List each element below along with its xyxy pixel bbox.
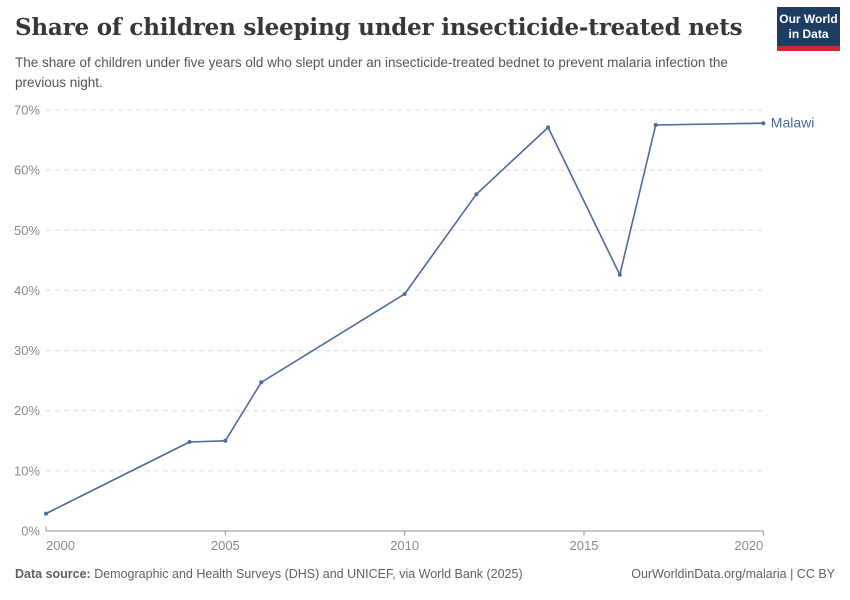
- y-axis-tick-label: 50%: [14, 223, 40, 238]
- data-point-marker[interactable]: [653, 123, 658, 127]
- x-axis-tick-label: 2005: [211, 538, 240, 553]
- data-point-marker[interactable]: [44, 511, 48, 516]
- data-point-marker[interactable]: [546, 125, 551, 130]
- y-axis-tick-label: 40%: [14, 283, 40, 298]
- data-point-marker[interactable]: [223, 438, 228, 443]
- y-axis-tick-label: 0%: [21, 524, 40, 539]
- data-point-marker[interactable]: [617, 272, 622, 277]
- chart-footer: Data source: Demographic and Health Surv…: [15, 567, 835, 581]
- y-axis-tick-label: 70%: [14, 103, 40, 118]
- y-axis-tick-label: 10%: [14, 463, 40, 478]
- data-point-marker[interactable]: [402, 292, 407, 296]
- attribution: OurWorldinData.org/malaria | CC BY: [631, 567, 835, 581]
- owid-logo: Our World in Data: [777, 7, 840, 51]
- data-source-text: Demographic and Health Surveys (DHS) and…: [90, 567, 523, 581]
- x-axis-tick-label: 2010: [390, 538, 419, 553]
- owid-logo-line2: in Data: [788, 27, 829, 41]
- data-point-marker[interactable]: [187, 440, 192, 444]
- series-end-label: Malawi: [771, 115, 815, 131]
- data-point-marker[interactable]: [761, 121, 766, 126]
- data-point-marker[interactable]: [474, 192, 479, 197]
- x-axis-tick-label: 2015: [570, 538, 599, 553]
- data-source-label: Data source:: [15, 567, 91, 581]
- x-axis-tick-label: 2000: [46, 538, 75, 553]
- chart-subtitle: The share of children under five years o…: [15, 55, 728, 90]
- y-axis-tick-label: 30%: [14, 343, 40, 358]
- data-source: Data source: Demographic and Health Surv…: [15, 567, 523, 581]
- series-line: [45, 122, 765, 515]
- y-axis-tick-label: 60%: [14, 163, 40, 178]
- data-point-marker[interactable]: [259, 380, 264, 385]
- y-axis-tick-label: 20%: [14, 403, 40, 418]
- x-axis-tick-label: 2020: [734, 538, 763, 553]
- chart-title: Share of children sleeping under insecti…: [15, 14, 743, 41]
- owid-logo-line1: Our World: [779, 12, 838, 26]
